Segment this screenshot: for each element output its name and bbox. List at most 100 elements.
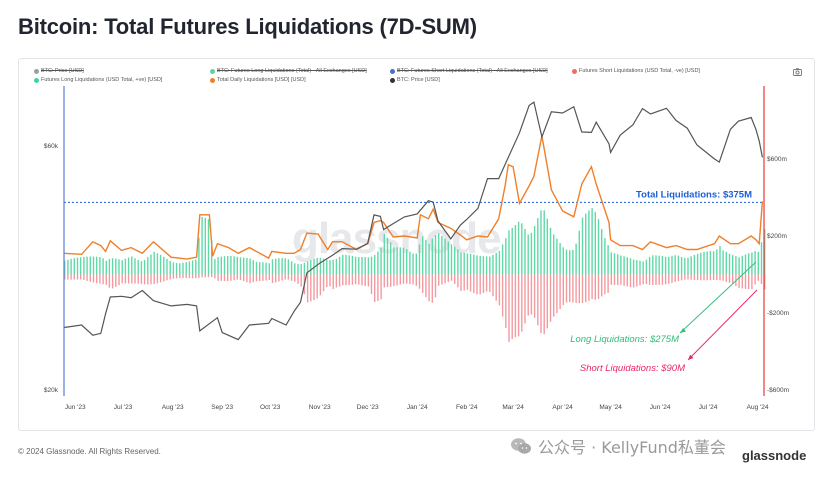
short-liquidation-bar bbox=[195, 274, 197, 279]
short-liquidation-bar bbox=[364, 274, 366, 286]
long-liquidation-bar bbox=[489, 256, 491, 275]
short-liquidation-bar bbox=[514, 274, 517, 338]
long-liquidation-bar bbox=[159, 254, 162, 275]
legend-item[interactable]: BTC: Futures Long Liquidations (Total) -… bbox=[210, 68, 367, 74]
long-liquidation-bar bbox=[674, 255, 676, 275]
short-liquidation-bar bbox=[358, 274, 360, 285]
legend-item[interactable]: Futures Short Liquidations (USD Total, -… bbox=[572, 68, 700, 74]
long-liquidation-bar bbox=[748, 253, 750, 275]
short-liquidation-bar bbox=[99, 274, 101, 284]
camera-icon[interactable] bbox=[793, 68, 802, 78]
long-liquidation-bar bbox=[556, 238, 558, 275]
short-liquidation-bar bbox=[348, 274, 350, 285]
long-liquidation-bar bbox=[422, 236, 424, 275]
short-liquidation-bar bbox=[617, 274, 619, 285]
short-liquidation-bar bbox=[233, 274, 235, 281]
long-liquidation-bar bbox=[265, 262, 267, 275]
short-liquidation-bar bbox=[597, 274, 600, 299]
total-liquidations-annotation: Total Liquidations: $375M bbox=[636, 189, 752, 200]
short-liquidation-bar bbox=[712, 274, 715, 280]
short-liquidation-bar bbox=[380, 274, 382, 300]
long-liquidation-bar bbox=[636, 260, 638, 275]
long-liquidation-bar bbox=[706, 251, 708, 275]
short-liquidation-bar bbox=[565, 274, 568, 303]
short-liquidation-bar bbox=[527, 274, 529, 316]
legend-item[interactable]: Total Daily Liquidations [USD] [USD] bbox=[210, 77, 306, 83]
long-liquidation-bar bbox=[380, 247, 382, 275]
short-liquidation-bar bbox=[620, 274, 622, 285]
brand-logo: glassnode bbox=[742, 448, 807, 463]
long-liquidation-bar bbox=[476, 255, 478, 275]
short-liquidation-bar bbox=[354, 274, 357, 285]
short-liquidation-bar bbox=[156, 274, 159, 284]
long-liquidation-bar bbox=[428, 243, 430, 275]
long-liquidation-bar bbox=[172, 262, 175, 275]
short-liquidation-bar bbox=[655, 274, 657, 285]
long-liquidation-bar bbox=[143, 260, 146, 275]
long-liquidation-bar bbox=[585, 213, 587, 275]
long-liquidation-bar bbox=[127, 257, 130, 275]
short-liquidation-bar bbox=[393, 274, 395, 286]
wechat-icon bbox=[511, 438, 531, 454]
long-liquidation-bar bbox=[297, 263, 299, 275]
short-liquidation-bar bbox=[549, 274, 552, 322]
long-liquidation-bar bbox=[303, 262, 306, 275]
long-liquidation-bar bbox=[553, 234, 555, 275]
short-liquidation-bar bbox=[601, 274, 603, 297]
short-liquidation-bar bbox=[201, 274, 203, 278]
short-liquidation-bar bbox=[495, 274, 497, 301]
long-liquidation-bar bbox=[300, 264, 302, 275]
long-liquidation-bar bbox=[204, 217, 206, 275]
long-liquidation-bar bbox=[671, 255, 673, 275]
long-liquidation-bar bbox=[361, 257, 363, 275]
short-liquidation-bar bbox=[351, 274, 354, 285]
short-liquidation-bar bbox=[684, 274, 686, 280]
legend-item[interactable]: Futures Long Liquidations (USD Total, +v… bbox=[34, 77, 162, 83]
long-liquidation-bar bbox=[236, 256, 238, 275]
long-liquidation-bar bbox=[214, 259, 216, 275]
short-liquidation-bar bbox=[377, 274, 379, 301]
short-liquidation-bar bbox=[175, 274, 178, 279]
y-right-tick-label: -$200m bbox=[767, 310, 789, 317]
long-liquidation-bar bbox=[169, 261, 171, 275]
long-liquidation-bar bbox=[684, 258, 686, 275]
long-liquidation-bar bbox=[508, 230, 510, 275]
long-liquidation-bar bbox=[751, 252, 753, 275]
short-liquidation-bar bbox=[572, 274, 574, 303]
y-left-tick-label: $60k bbox=[44, 143, 59, 150]
long-liquidation-bar bbox=[473, 254, 475, 275]
long-liquidation-bar bbox=[537, 218, 539, 275]
short-liquidation-bar bbox=[744, 274, 747, 289]
x-tick-label: Aug '23 bbox=[162, 404, 184, 411]
long-liquidation-bar bbox=[166, 258, 168, 275]
short-liquidation-bar bbox=[140, 274, 143, 284]
short-liquidation-bar bbox=[748, 274, 750, 290]
legend-label: Total Daily Liquidations [USD] [USD] bbox=[217, 77, 306, 83]
legend-item[interactable]: BTC: Futures Short Liquidations (Total) … bbox=[390, 68, 548, 74]
long-liquidation-bar bbox=[661, 256, 664, 275]
long-liquidation-bar bbox=[588, 210, 590, 275]
short-liquidation-bar bbox=[482, 274, 485, 293]
short-liquidation-bar bbox=[732, 274, 734, 285]
long-liquidation-bar bbox=[546, 218, 548, 275]
long-liquidation-bar bbox=[610, 252, 612, 275]
long-liquidation-bar bbox=[364, 257, 366, 275]
short-liquidation-bar bbox=[709, 274, 712, 281]
legend-item[interactable]: BTC: Price [USD] bbox=[34, 68, 84, 74]
short-liquidation-bar bbox=[214, 274, 216, 279]
short-liquidation-bar bbox=[559, 274, 561, 310]
legend-swatch bbox=[390, 77, 395, 83]
long-liquidation-bar bbox=[597, 219, 600, 275]
long-liquidation-bar bbox=[725, 251, 727, 275]
short-liquidation-bar bbox=[454, 274, 456, 284]
legend-item[interactable]: BTC: Price [USD] bbox=[390, 77, 440, 83]
long-liquidation-bar bbox=[342, 254, 344, 275]
short-liquidation-bar bbox=[182, 274, 184, 279]
x-tick-label: May '24 bbox=[599, 404, 622, 411]
short-liquidation-bar bbox=[236, 274, 238, 280]
short-liquidation-bar bbox=[338, 274, 341, 287]
long-annotation-arrowhead bbox=[680, 328, 686, 333]
legend-swatch bbox=[34, 68, 39, 74]
short-liquidation-bar bbox=[131, 274, 133, 284]
short-annotation-arrowhead bbox=[688, 354, 694, 360]
